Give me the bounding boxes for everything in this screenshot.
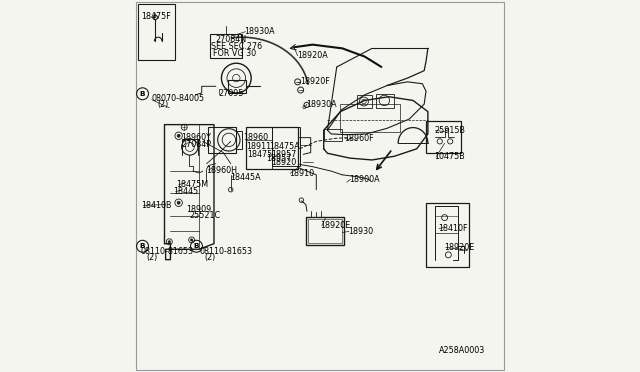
Bar — [236, 131, 242, 149]
Text: 18900A: 18900A — [349, 175, 380, 184]
Text: 08110-81653: 08110-81653 — [199, 247, 252, 256]
Text: 18410F: 18410F — [438, 224, 468, 233]
Text: 18911: 18911 — [246, 142, 271, 151]
Text: 18475F: 18475F — [141, 12, 171, 21]
Circle shape — [177, 201, 180, 204]
Bar — [426, 203, 468, 267]
Text: 18910: 18910 — [289, 169, 315, 178]
Text: 18957: 18957 — [266, 154, 291, 163]
Text: 18960Y: 18960Y — [182, 133, 211, 142]
Text: 18930A: 18930A — [244, 27, 275, 36]
Text: B: B — [140, 243, 145, 249]
Text: 18930: 18930 — [348, 227, 373, 236]
Text: 27084P: 27084P — [182, 140, 212, 149]
Text: 18960H: 18960H — [206, 166, 237, 174]
Text: 18475: 18475 — [248, 150, 273, 159]
Text: 25521C: 25521C — [189, 211, 220, 220]
Text: B: B — [194, 243, 199, 249]
Text: 18909: 18909 — [186, 205, 211, 214]
Text: 18960F: 18960F — [344, 134, 374, 143]
Text: 18957: 18957 — [271, 150, 297, 159]
Bar — [228, 80, 246, 93]
Text: 18920: 18920 — [271, 158, 297, 167]
Text: 27084N: 27084N — [216, 35, 247, 44]
Bar — [138, 4, 175, 60]
Circle shape — [168, 241, 170, 243]
Bar — [211, 34, 242, 58]
Bar — [376, 94, 394, 108]
Text: 18920F: 18920F — [301, 77, 330, 86]
Bar — [246, 127, 298, 169]
Text: (2): (2) — [157, 100, 168, 109]
Text: B: B — [140, 91, 145, 97]
Text: 18920E: 18920E — [320, 221, 350, 230]
Text: 18475M: 18475M — [176, 180, 208, 189]
Bar — [308, 219, 342, 243]
Text: 18475A: 18475A — [269, 142, 300, 151]
Text: 18410B: 18410B — [141, 201, 171, 210]
Bar — [306, 217, 344, 245]
Text: (2): (2) — [204, 253, 216, 262]
Circle shape — [177, 134, 180, 137]
Text: 18920A: 18920A — [297, 51, 328, 60]
Text: A258A0003: A258A0003 — [439, 346, 485, 355]
Text: 10475B: 10475B — [435, 153, 465, 161]
Text: 25915B: 25915B — [435, 126, 465, 135]
Text: SEE SEC.276: SEE SEC.276 — [211, 42, 262, 51]
Text: 18930A: 18930A — [306, 100, 337, 109]
Text: 18445A: 18445A — [230, 173, 260, 182]
Bar — [426, 121, 461, 153]
Bar — [340, 104, 400, 132]
Circle shape — [191, 239, 193, 241]
Bar — [271, 127, 300, 166]
Text: (2): (2) — [146, 253, 157, 262]
Bar — [324, 129, 342, 141]
Text: 18445: 18445 — [173, 187, 198, 196]
Text: 18960: 18960 — [243, 133, 268, 142]
Text: 27095: 27095 — [219, 89, 244, 98]
Text: 08070-84005: 08070-84005 — [152, 94, 205, 103]
Text: FOR VG 30: FOR VG 30 — [213, 49, 257, 58]
Text: 08110-81653: 08110-81653 — [141, 247, 194, 256]
Bar — [209, 127, 236, 153]
Bar — [357, 95, 372, 108]
Text: 18920E: 18920E — [445, 243, 475, 252]
